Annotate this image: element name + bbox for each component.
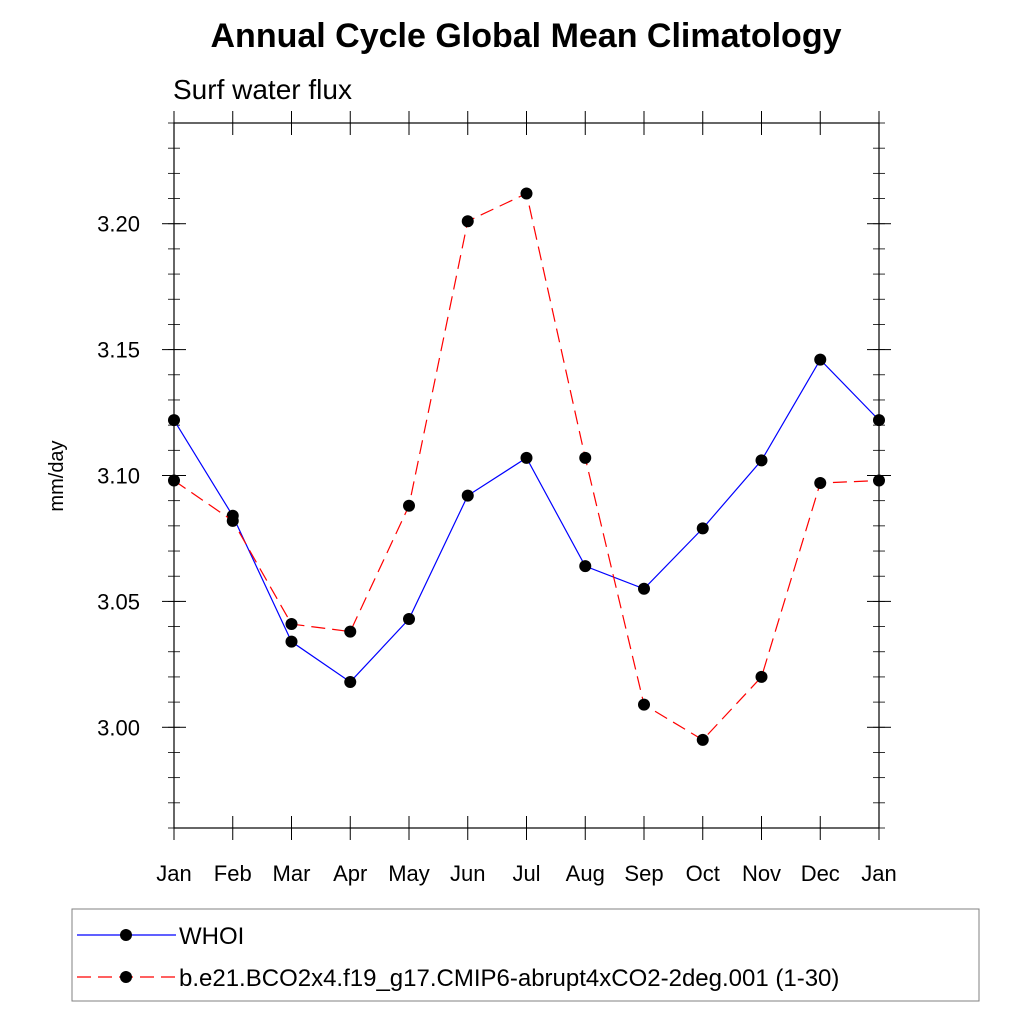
data-point [403,499,415,512]
data-point [814,353,827,366]
data-point [403,613,415,626]
legend-marker [120,929,132,941]
data-point [579,560,592,573]
data-point [638,582,650,595]
data-point [344,675,357,688]
legend-box [71,908,980,1002]
x-tick-label: Jan [156,861,191,886]
data-point [873,414,885,427]
legend-marker [120,971,132,983]
data-point [285,635,298,648]
chart-title: Annual Cycle Global Mean Climatology [211,17,842,55]
x-tick-label: Aug [566,861,605,886]
x-tick-labels: Jan Feb Mar Apr May Jun Jul Aug Sep Oct Nov Dec Jan [156,861,896,886]
data-point [226,514,239,527]
plot-frame [173,122,880,829]
x-tick-label: Sep [624,861,663,886]
series-layer [168,187,885,746]
data-point [344,625,357,638]
legend-label: b.e21.BCO2x4.f19_g17.CMIP6-abrupt4xCO2-2… [179,965,839,992]
data-point [755,454,768,467]
series-line [173,358,880,683]
legend: WHOI b.e21.BCO2x4.f19_g17.CMIP6-abrupt4xC… [77,923,839,992]
y-tick-label: 3.05 [97,589,140,614]
x-tick-label: Oct [686,861,720,886]
y-tick-label: 3.10 [97,464,140,489]
data-point [520,187,533,200]
x-tick-label: May [388,861,430,886]
x-tick-label: Mar [273,861,311,886]
data-point [755,670,768,683]
x-tick-label: Dec [801,861,840,886]
data-point [461,489,474,502]
x-tick-label: Jul [512,861,540,886]
data-point [168,414,180,427]
data-point [461,215,474,228]
data-point [520,451,533,464]
data-point [638,698,650,711]
data-point [696,733,709,746]
y-axis-label: mm/day [46,440,68,511]
series-line [173,192,880,741]
x-tick-label: Nov [742,861,781,886]
y-tick-labels: 3.00 3.05 3.10 3.15 3.20 [97,212,140,741]
legend-label: WHOI [179,923,244,950]
y-tick-label: 3.20 [97,212,140,237]
x-tick-label: Feb [214,861,252,886]
x-tick-label: Jun [450,861,485,886]
data-point [285,618,298,631]
data-point [168,474,180,487]
y-tick-label: 3.15 [97,338,140,363]
data-point [579,451,592,464]
x-tick-label: Apr [333,861,367,886]
chart-subtitle: Surf water flux [173,74,352,105]
x-tick-label: Jan [861,861,896,886]
axis-ticks [162,111,891,840]
y-tick-label: 3.00 [97,715,140,740]
data-point [814,477,827,490]
data-point [873,474,885,487]
data-point [696,522,709,535]
